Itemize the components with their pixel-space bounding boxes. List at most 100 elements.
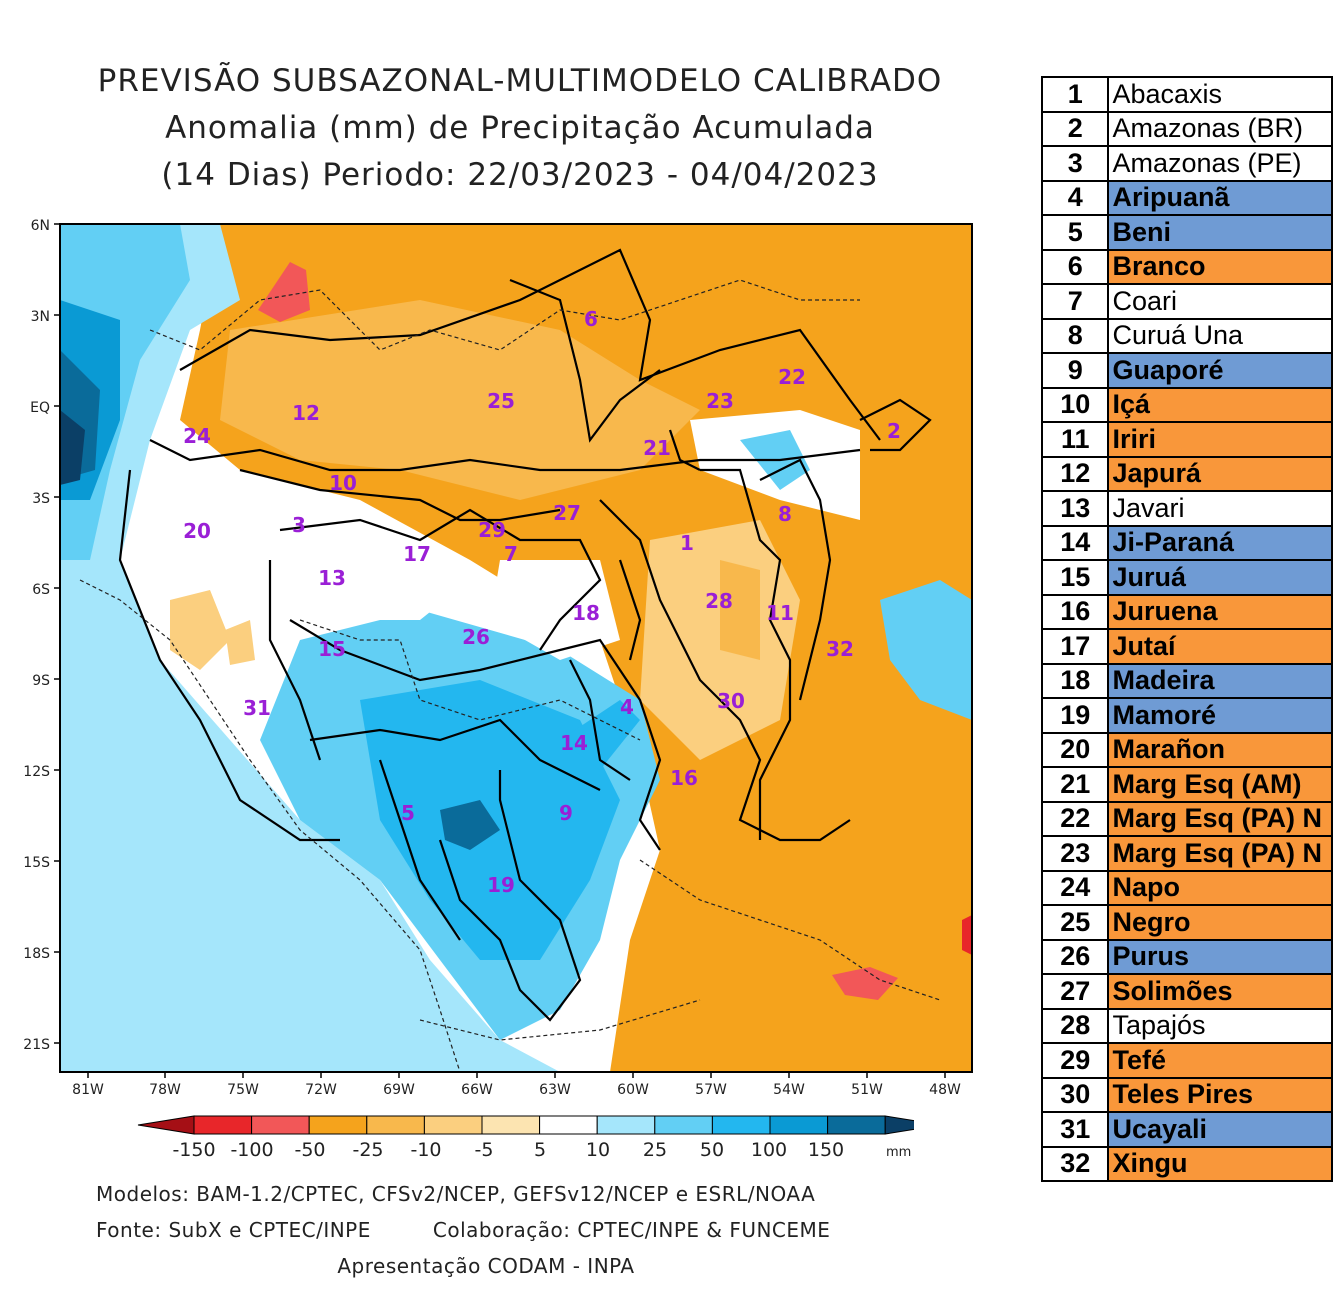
basin-name: Beni (1107, 214, 1333, 251)
basin-row: 24 Napo (1040, 869, 1333, 906)
colorbar-label: -50 (294, 1139, 325, 1161)
basin-row: 3 Amazonas (PE) (1040, 145, 1333, 182)
title-line-2: Anomalia (mm) de Precipitação Acumulada (165, 110, 875, 146)
colorbar-labels: -150 -100 -50 -25 -10 -5 5 10 25 50 100 … (172, 1139, 844, 1161)
basin-number: 9 (1040, 352, 1110, 389)
basin-row: 11 Iriri (1040, 421, 1333, 458)
colorbar-cell (251, 1115, 310, 1135)
longitude-axis: 81W 78W 75W 72W 69W 66W 63W 60W 57W 54W … (72, 1082, 961, 1098)
lat-label: 15S (23, 855, 50, 871)
basin-name: Javari (1107, 490, 1333, 527)
basin-row: 23 Marg Esq (PA) N (1040, 835, 1333, 872)
basin-label: 20 (183, 519, 211, 543)
basin-number: 30 (1040, 1076, 1110, 1113)
basin-name: Marg Esq (AM) (1107, 766, 1333, 803)
basin-number: 16 (1040, 593, 1110, 630)
colorbar-cell (654, 1115, 713, 1135)
lon-label: 51W (851, 1082, 883, 1098)
basin-label: 17 (403, 542, 431, 566)
lat-ticks (54, 223, 60, 1044)
basin-table-body: 1 Abacaxis 2 Amazonas (BR) 3 Amazonas (PE) 4 Ar… (1040, 76, 1333, 1182)
collab-text: Colaboração: CPTEC/INPE & FUNCEME (432, 1218, 831, 1242)
basin-label: 29 (478, 518, 506, 542)
basin-number: 4 (1040, 179, 1110, 216)
basin-row: 18 Madeira (1040, 662, 1333, 699)
basin-label: 13 (318, 566, 346, 590)
colorbar-cells (137, 1115, 914, 1135)
colorbar-cell (423, 1115, 483, 1135)
basin-name: Amazonas (PE) (1107, 145, 1333, 182)
basin-row: 30 Teles Pires (1040, 1076, 1333, 1113)
anomaly-field (60, 224, 972, 1072)
colorbar-cell (596, 1115, 656, 1135)
basin-row: 4 Aripuanã (1040, 179, 1333, 216)
basin-number: 2 (1040, 110, 1110, 147)
colorbar-cell (366, 1115, 425, 1135)
basin-name: Guaporé (1107, 352, 1333, 389)
basin-name: Abacaxis (1107, 76, 1333, 113)
basin-row: 13 Javari (1040, 490, 1333, 527)
basin-row: 1 Abacaxis (1040, 76, 1333, 113)
lon-label: 69W (383, 1082, 415, 1098)
basin-label: 22 (778, 365, 806, 389)
colorbar-label: 25 (643, 1139, 667, 1161)
map-frame (59, 223, 973, 1073)
basin-row: 28 Tapajós (1040, 1007, 1333, 1044)
basin-number: 5 (1040, 214, 1110, 251)
lat-label: 12S (23, 764, 50, 780)
lon-label: 54W (773, 1082, 805, 1098)
colorbar-label: 10 (586, 1139, 610, 1161)
colorbar-cell (711, 1115, 771, 1135)
basin-name: Mamoré (1107, 697, 1333, 734)
basin-label: 15 (318, 637, 346, 661)
basin-label: 10 (329, 471, 357, 495)
basin-row: 9 Guaporé (1040, 352, 1333, 389)
basin-label: 14 (560, 731, 588, 755)
basin-number: 12 (1040, 455, 1110, 492)
basin-name: Napo (1107, 869, 1333, 906)
lon-label: 48W (929, 1082, 961, 1098)
basin-number: 22 (1040, 800, 1110, 837)
basin-label: 7 (504, 542, 518, 566)
credits: Modelos: BAM-1.2/CPTEC, CFSv2/NCEP, GEFS… (96, 1176, 936, 1284)
lat-label: EQ (30, 400, 50, 416)
basin-label: 24 (183, 424, 211, 448)
basin-number: 27 (1040, 973, 1110, 1010)
colorbar-arrow-left (137, 1115, 195, 1135)
basin-row: 7 Coari (1040, 283, 1333, 320)
basin-name: Iriri (1107, 421, 1333, 458)
colorbar-label: 100 (751, 1139, 787, 1161)
basin-name: Coari (1107, 283, 1333, 320)
basin-number: 21 (1040, 766, 1110, 803)
lat-label: 6N (31, 218, 50, 234)
lat-label: 3N (31, 309, 50, 325)
basin-number: 1 (1040, 76, 1110, 113)
basin-number: 17 (1040, 628, 1110, 665)
basin-label: 25 (487, 389, 515, 413)
colorbar-unit: mm (886, 1145, 911, 1160)
basin-name: Marg Esq (PA) N (1107, 835, 1333, 872)
colorbar-label: 50 (700, 1139, 724, 1161)
title-line-3: (14 Dias) Periodo: 22/03/2023 - 04/04/20… (161, 157, 879, 193)
basin-name: Juruá (1107, 559, 1333, 596)
basin-number: 18 (1040, 662, 1110, 699)
lat-label: 18S (23, 946, 50, 962)
basin-number: 25 (1040, 904, 1110, 941)
basin-number: 31 (1040, 1111, 1110, 1148)
colorbar-cell (769, 1115, 829, 1135)
lat-label: 6S (32, 582, 50, 598)
basin-label: 5 (401, 801, 415, 825)
basin-name: Japurá (1107, 455, 1333, 492)
basin-label: 31 (243, 696, 271, 720)
basin-label: 28 (705, 589, 733, 613)
basin-row: 27 Solimões (1040, 973, 1333, 1010)
lon-label: 63W (539, 1082, 571, 1098)
latitude-axis: 6N 3N EQ 3S 6S 9S 12S 15S 18S 21S (23, 218, 50, 1053)
basin-name: Juruena (1107, 593, 1333, 630)
basin-label: 26 (462, 625, 490, 649)
basin-number: 24 (1040, 869, 1110, 906)
basin-row: 10 Içá (1040, 386, 1333, 423)
basin-name: Purus (1107, 938, 1333, 975)
basin-label: 27 (553, 501, 581, 525)
basin-label: 23 (706, 389, 734, 413)
